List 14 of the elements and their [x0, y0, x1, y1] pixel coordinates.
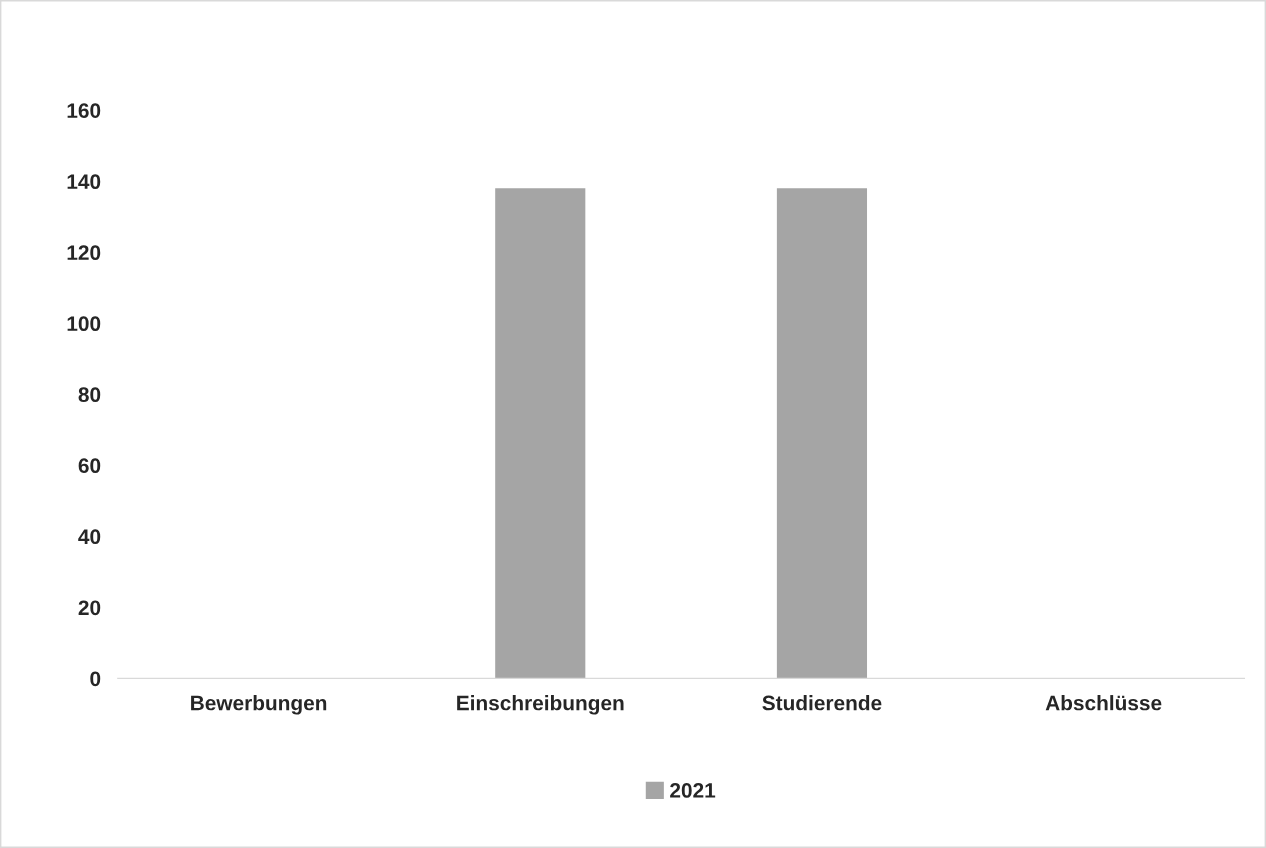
y-tick-label: 0 — [90, 671, 101, 687]
y-tick-label: 60 — [78, 458, 101, 474]
x-tick-label: Abschlüsse — [1045, 695, 1162, 711]
x-tick-label: Studierende — [762, 695, 882, 711]
legend-label: 2021 — [670, 783, 716, 798]
y-tick-label: 80 — [78, 387, 101, 403]
y-tick-label: 20 — [78, 600, 101, 616]
y-tick-label: 100 — [67, 316, 101, 332]
x-tick-label: Einschreibungen — [457, 695, 624, 715]
y-tick-label: 120 — [67, 245, 101, 261]
y-tick-label: 160 — [67, 103, 101, 118]
y-tick-label: 140 — [67, 174, 101, 190]
x-tick-label: Bewerbungen — [191, 695, 327, 715]
y-tick-label: 40 — [78, 529, 101, 545]
